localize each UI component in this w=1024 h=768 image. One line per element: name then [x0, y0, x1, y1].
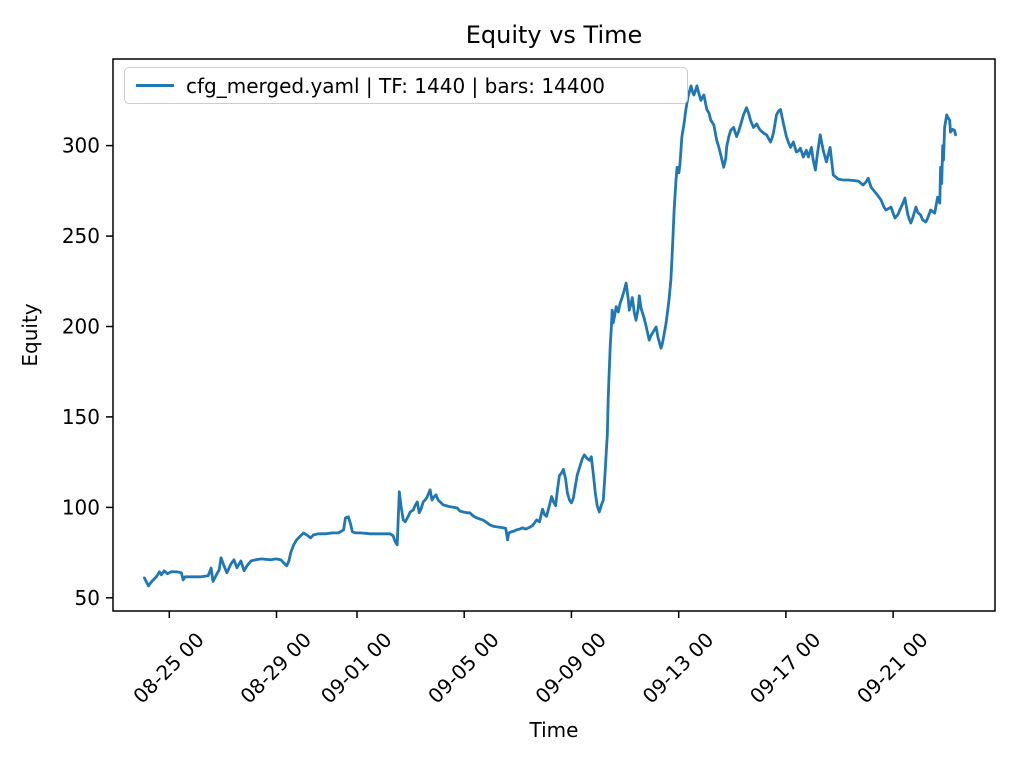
y-tick-label: 100 — [62, 495, 100, 519]
legend: cfg_merged.yaml | TF: 1440 | bars: 14400 — [124, 67, 688, 104]
x-tick-label: 09-01 00 — [316, 628, 397, 709]
x-tick-label: 09-17 00 — [745, 628, 826, 709]
y-tick-label: 300 — [62, 134, 100, 158]
y-axis-label: Equity — [18, 303, 42, 367]
legend-label: cfg_merged.yaml | TF: 1440 | bars: 14400 — [186, 73, 605, 98]
y-tick-label: 150 — [62, 405, 100, 429]
y-tick-label: 50 — [75, 586, 100, 610]
y-tick-label: 200 — [62, 315, 100, 339]
y-tick-label: 250 — [62, 224, 100, 248]
legend-line-sample-icon — [136, 84, 174, 87]
x-tick-label: 09-05 00 — [423, 628, 504, 709]
x-tick-label: 08-29 00 — [235, 628, 316, 709]
plot-border — [112, 58, 996, 612]
x-tick-label: 09-13 00 — [638, 628, 719, 709]
equity-line — [142, 84, 957, 588]
x-tick-label: 09-21 00 — [852, 628, 933, 709]
x-tick-label: 09-09 00 — [530, 628, 611, 709]
chart-title: Equity vs Time — [465, 21, 643, 49]
x-axis-label: Time — [529, 718, 579, 742]
x-tick-label: 08-25 00 — [128, 628, 209, 709]
